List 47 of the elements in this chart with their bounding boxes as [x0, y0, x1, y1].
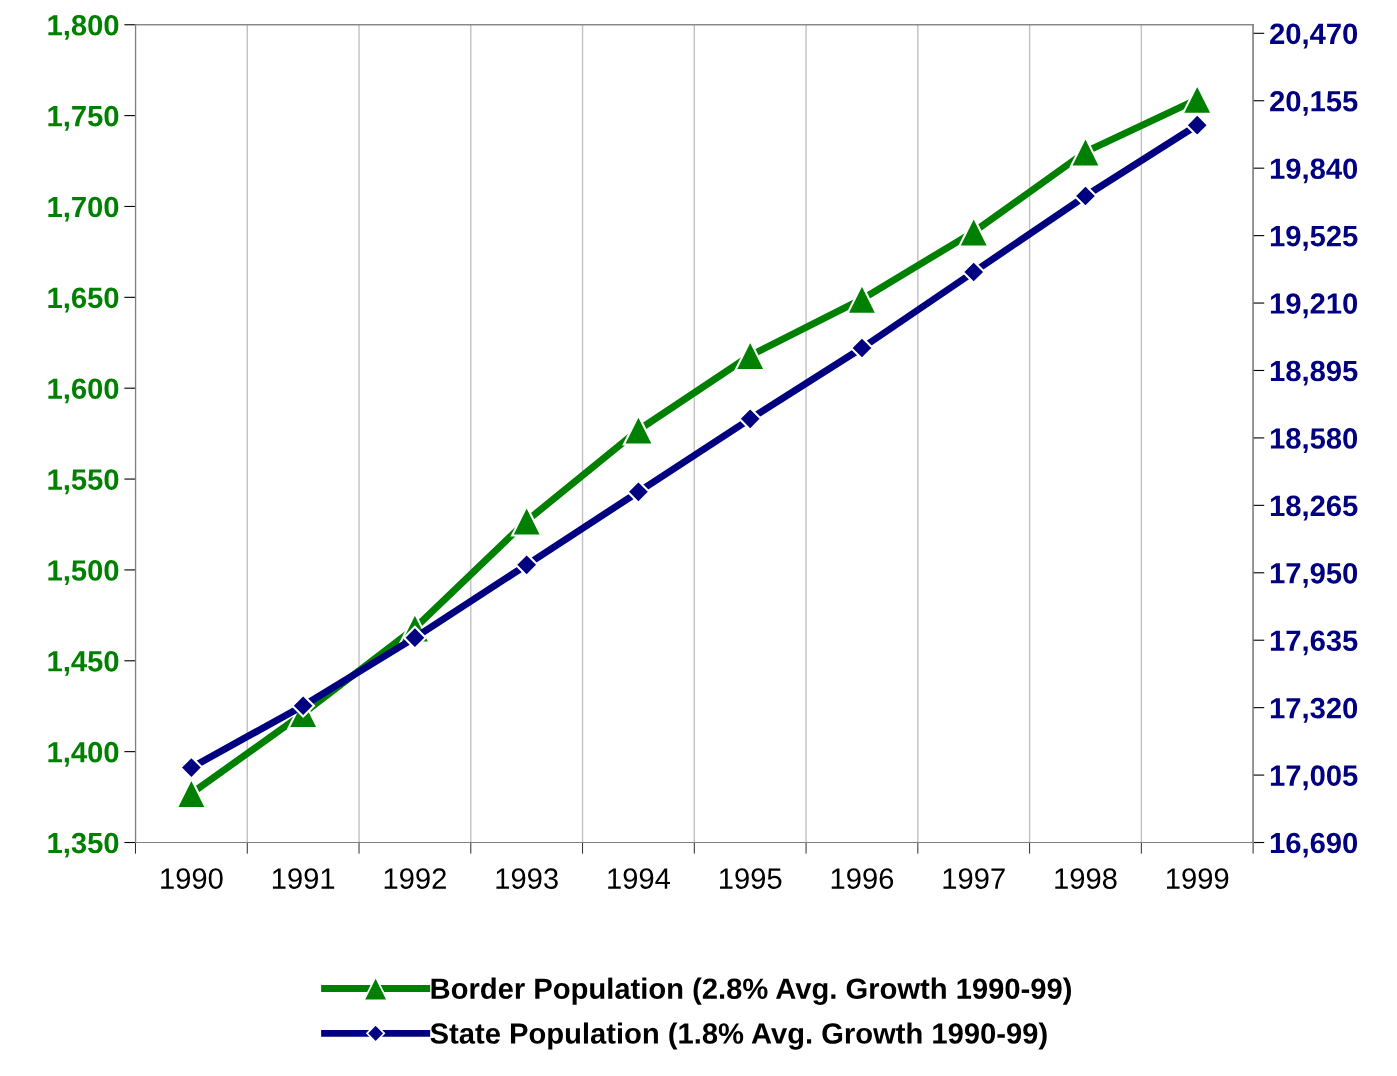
x-tick-label: 1996: [831, 868, 894, 889]
point: [850, 336, 874, 360]
y2-tick-label: 19,525: [1270, 225, 1358, 251]
x-tick-label: 1990: [161, 868, 223, 889]
y2-tick-label: 17,005: [1270, 765, 1358, 791]
y-tick-label: 1,450: [48, 650, 119, 676]
y2-tick-label: 17,950: [1270, 562, 1358, 588]
x-tick-label: 1992: [384, 868, 446, 889]
x-tick-label: 1995: [719, 868, 782, 889]
y-tick-label: 1,500: [48, 560, 119, 586]
point: [514, 553, 539, 577]
x-tick-label: 1994: [608, 868, 671, 889]
point: [961, 260, 986, 284]
y2-tick-label: 19,840: [1270, 158, 1358, 184]
y-tick-label: 1,350: [48, 832, 119, 858]
point: [179, 755, 204, 780]
legend-label: Border Population (2.8% Avg. Growth 1990-99): [431, 977, 1071, 1005]
y-tick-label: 1,600: [48, 378, 119, 404]
y-tick-label: 1,800: [48, 14, 119, 40]
point: [1073, 184, 1098, 208]
y2-tick-label: 17,320: [1270, 697, 1358, 723]
y2-tick-label: 19,210: [1270, 293, 1358, 319]
point: [958, 216, 990, 248]
y-tick-label: 1,750: [48, 105, 119, 131]
y2-tick-label: 17,635: [1270, 630, 1358, 656]
y-tick-label: 1,700: [48, 196, 119, 222]
legend-label: State Population (1.8% Avg. Growth 1990-99): [430, 1022, 1047, 1050]
y2-tick-label: 18,265: [1270, 495, 1358, 521]
y-tick-label: 1,550: [48, 469, 119, 495]
point: [511, 505, 543, 537]
point: [1069, 136, 1102, 168]
y2-tick-label: 20,155: [1270, 90, 1358, 116]
x-tick-label: 1998: [1055, 868, 1117, 889]
x-tick-label: 1999: [1167, 868, 1229, 889]
y2-tick-label: 20,470: [1270, 23, 1358, 49]
point: [1185, 113, 1210, 137]
point: [626, 480, 651, 504]
x-tick-label: 1997: [943, 868, 1005, 889]
y2-tick-label: 16,690: [1270, 832, 1358, 858]
y2-tick-label: 18,895: [1270, 360, 1358, 386]
point: [291, 693, 315, 718]
y-tick-label: 1,650: [48, 287, 119, 313]
x-tick-label: 1991: [272, 868, 335, 889]
point: [738, 407, 763, 431]
x-tick-label: 1993: [496, 868, 558, 889]
y-tick-label: 1,400: [48, 741, 119, 767]
y2-tick-label: 18,580: [1270, 428, 1358, 453]
